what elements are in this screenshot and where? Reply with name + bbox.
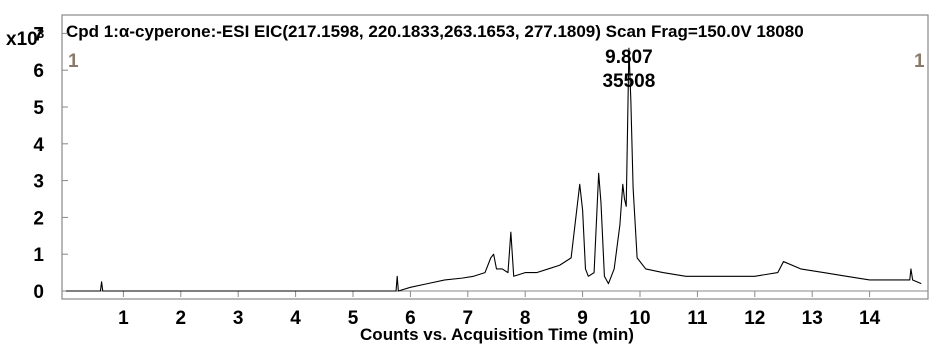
series-layer: [66, 47, 922, 292]
x-tick-label: 11: [687, 308, 708, 329]
peak-height-label: 35508: [602, 71, 655, 92]
y-multiplier-label: x10: [6, 29, 38, 50]
y-tick-label: 6: [33, 61, 44, 82]
y-tick-label: 3: [33, 172, 44, 193]
peak-time-label: 9.807: [605, 47, 653, 68]
x-tick-label: 6: [405, 308, 416, 329]
y-multiplier-exponent: 3: [37, 26, 44, 41]
x-tick-label: 4: [290, 308, 301, 329]
x-tick-label: 10: [629, 308, 650, 329]
x-tick-label: 8: [520, 308, 531, 329]
chart-title: Cpd 1:α-cyperone:-ESI EIC(217.1598, 220.…: [66, 22, 804, 41]
x-tick-label: 2: [176, 308, 187, 329]
y-tick-label: 0: [33, 282, 44, 303]
y-tick-label: 2: [33, 208, 44, 229]
x-tick-label: 12: [744, 308, 765, 329]
peak-annotation: 9.807 35508: [602, 47, 655, 92]
x-axis: 1 2 3 4 5 6 7 8 9 10 11 12 13 14: [62, 290, 928, 329]
x-tick-label: 5: [348, 308, 359, 329]
x-tick-label: 13: [802, 308, 823, 329]
y-tick-label: 7: [33, 24, 44, 45]
x-axis-label: Counts vs. Acquisition Time (min): [360, 325, 634, 344]
series-line-0: [66, 47, 922, 292]
y-axis: 0 1 2 3 4 5 6 7: [33, 24, 68, 303]
x-tick-label: 14: [859, 308, 881, 329]
y-tick-label: 4: [33, 135, 44, 156]
plot-frame: [61, 14, 929, 300]
y-tick-label: 1: [33, 245, 44, 266]
x-tick-label: 3: [233, 308, 244, 329]
corner-marker-right: 1: [914, 51, 925, 72]
x-tick-label: 7: [463, 308, 474, 329]
corner-marker-left: 1: [68, 51, 79, 72]
x-tick-label: 9: [577, 308, 588, 329]
y-tick-label: 5: [33, 98, 44, 119]
x-tick-label: 1: [118, 308, 129, 329]
